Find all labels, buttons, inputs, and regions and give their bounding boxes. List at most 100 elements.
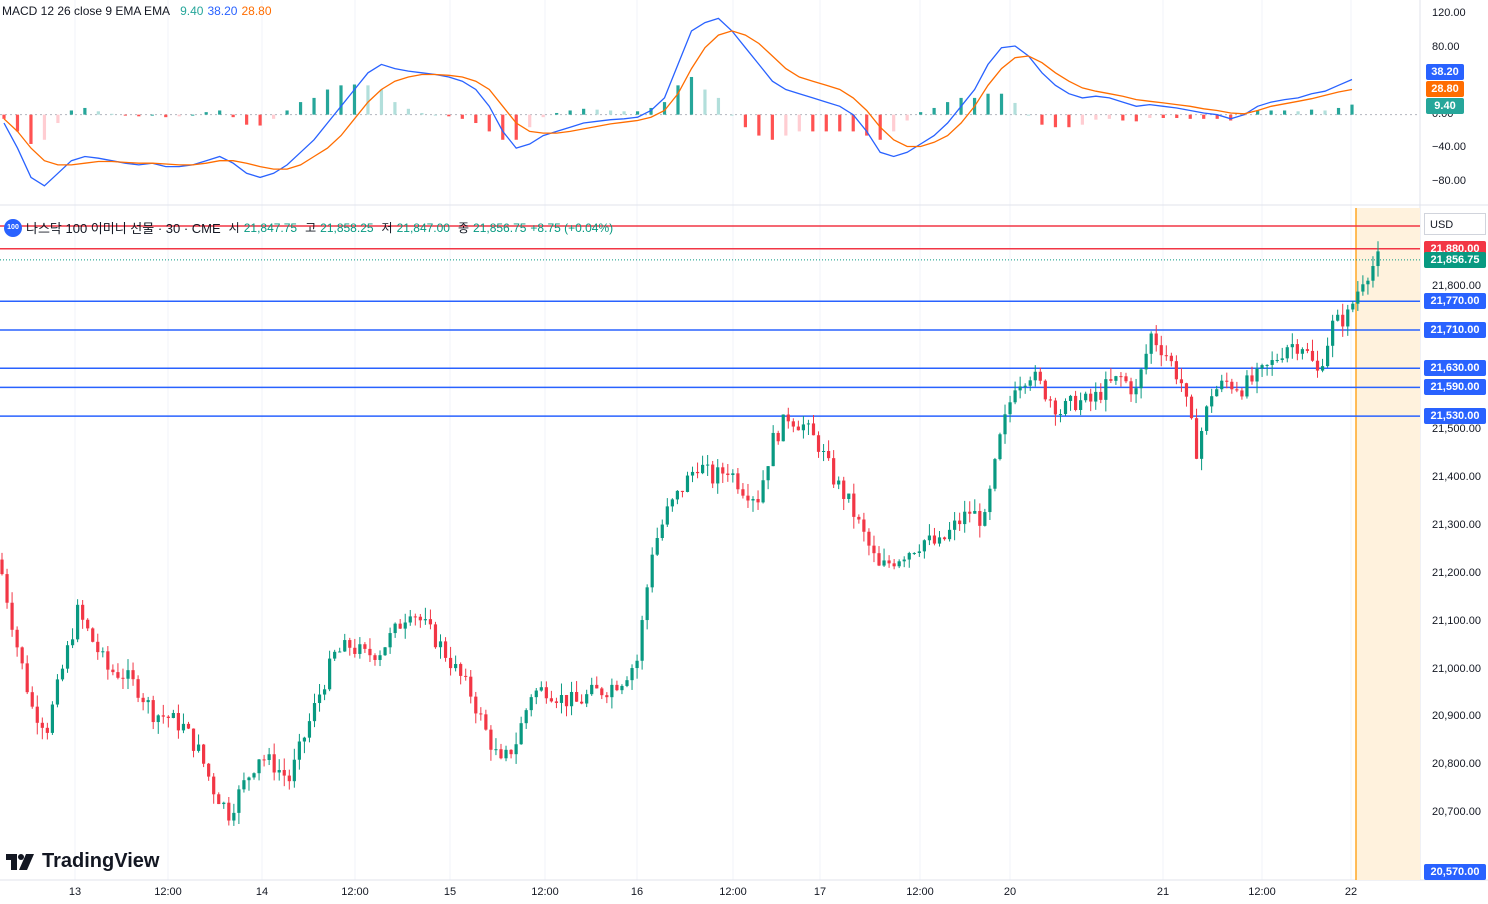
candle-body bbox=[1079, 400, 1083, 410]
candle-body bbox=[877, 553, 881, 566]
candle-body bbox=[832, 458, 836, 485]
candle-body bbox=[116, 672, 120, 678]
candle-body bbox=[418, 616, 422, 621]
candle-body bbox=[1184, 383, 1189, 397]
time-axis-label: 12:00 bbox=[719, 886, 747, 898]
open-label: 시 bbox=[228, 221, 240, 235]
candle-body bbox=[640, 620, 644, 661]
candle-body bbox=[902, 559, 906, 562]
candle-body bbox=[1245, 375, 1249, 397]
candle-body bbox=[1215, 389, 1219, 397]
candle-body bbox=[146, 700, 150, 703]
candle-body bbox=[25, 663, 29, 693]
macd-histogram-bar bbox=[258, 114, 262, 126]
candle-body bbox=[1305, 349, 1310, 351]
macd-histogram-bar bbox=[123, 114, 127, 116]
candle-body bbox=[474, 696, 478, 714]
candle-body bbox=[5, 574, 9, 603]
candle-body bbox=[867, 531, 871, 546]
time-axis-label: 20 bbox=[1003, 886, 1017, 898]
candle-body bbox=[680, 490, 685, 492]
open-value: 21,847.75 bbox=[243, 220, 298, 235]
candle-body bbox=[1280, 358, 1284, 360]
macd-histogram-bar bbox=[770, 114, 774, 140]
candle-body bbox=[600, 688, 604, 696]
candle-body bbox=[1124, 376, 1128, 382]
candle-body bbox=[695, 471, 700, 474]
candle-body bbox=[862, 519, 866, 532]
macd-histogram-bar bbox=[164, 114, 168, 118]
candle-body bbox=[333, 651, 337, 659]
candle-body bbox=[675, 490, 679, 500]
candle-body bbox=[76, 604, 80, 640]
candle-body bbox=[1048, 399, 1052, 401]
candle-body bbox=[721, 467, 725, 474]
macd-axis-label: −80.00 bbox=[1432, 174, 1466, 187]
macd-histogram-bar bbox=[932, 107, 936, 115]
time-axis-label: 12:00 bbox=[906, 886, 934, 898]
macd-histogram-bar bbox=[1350, 104, 1354, 115]
candle-body bbox=[837, 480, 841, 485]
macd-histogram-bar bbox=[1094, 114, 1098, 120]
candle-body bbox=[1260, 365, 1264, 369]
macd-axis-label: 120.00 bbox=[1432, 7, 1466, 20]
candle-body bbox=[1058, 414, 1063, 416]
macd-histogram-bar bbox=[96, 111, 100, 115]
tradingview-logo[interactable]: TradingView bbox=[6, 850, 159, 873]
time-axis-label: 16 bbox=[630, 886, 644, 898]
candle-body bbox=[428, 619, 433, 625]
candle-body bbox=[494, 749, 498, 751]
candle-body bbox=[1275, 359, 1279, 361]
macd-histogram-bar bbox=[29, 114, 33, 144]
candle-body bbox=[443, 641, 448, 658]
macd-histogram-bar bbox=[582, 108, 586, 115]
candle-body bbox=[978, 510, 982, 526]
candle-body bbox=[1089, 393, 1093, 402]
macd-histogram-bar bbox=[1080, 114, 1084, 125]
macd-histogram-bar bbox=[838, 114, 842, 132]
macd-histogram-bar bbox=[662, 102, 667, 115]
price-axis-label: 21,200.00 bbox=[1432, 566, 1481, 579]
candle-body bbox=[176, 712, 181, 731]
candle-body bbox=[706, 464, 710, 466]
candle-body bbox=[65, 645, 70, 669]
candle-body bbox=[1336, 314, 1340, 321]
candle-body bbox=[121, 677, 125, 679]
candle-body bbox=[368, 648, 372, 656]
candle-body bbox=[922, 540, 926, 552]
candle-body bbox=[287, 775, 291, 782]
candle-body bbox=[338, 651, 342, 653]
candle-body bbox=[615, 684, 619, 691]
macd-histogram-bar bbox=[757, 114, 761, 136]
candle-body bbox=[272, 754, 276, 773]
candle-body bbox=[1270, 360, 1274, 365]
high-label: 고 bbox=[305, 221, 317, 235]
macd-histogram-bar bbox=[474, 114, 478, 124]
candle-body bbox=[1225, 380, 1229, 382]
candle-body bbox=[746, 495, 750, 501]
candle-body bbox=[1114, 376, 1118, 381]
candle-body bbox=[564, 694, 569, 707]
candle-body bbox=[857, 516, 861, 520]
macd-histogram-bar bbox=[784, 114, 788, 136]
close-value: 21,856.75 bbox=[473, 220, 527, 235]
candle-body bbox=[574, 691, 579, 702]
level-price-tag: 21,770.00 bbox=[1424, 293, 1486, 310]
candle-body bbox=[1356, 291, 1360, 304]
macd-histogram-bar bbox=[905, 114, 909, 121]
symbol-title[interactable]: 나스닥 100 이미니 선물 · 30 · CME bbox=[26, 221, 221, 236]
candle-body bbox=[373, 655, 377, 660]
macd-histogram-bar bbox=[1283, 110, 1287, 115]
macd-histogram-bar bbox=[541, 114, 545, 118]
candle-body bbox=[1013, 390, 1017, 403]
macd-histogram-bar bbox=[811, 114, 815, 132]
time-axis-label: 17 bbox=[813, 886, 827, 898]
price-axis-label: 21,100.00 bbox=[1432, 614, 1481, 627]
macd-histogram-bar bbox=[622, 111, 626, 115]
macd-axis-label: −40.00 bbox=[1432, 141, 1466, 154]
currency-button[interactable]: USD bbox=[1424, 213, 1486, 235]
candle-body bbox=[322, 689, 327, 695]
candle-body bbox=[610, 684, 614, 698]
candle-body bbox=[1134, 388, 1138, 395]
